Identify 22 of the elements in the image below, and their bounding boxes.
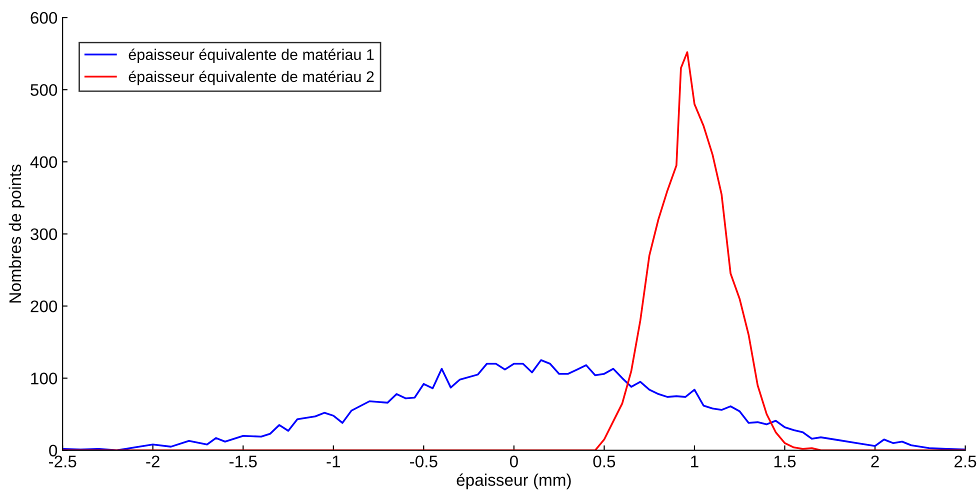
x-tick-label: 1 [691,456,698,468]
y-tick-label: 100 [31,372,58,384]
x-tick-label: -2 [146,456,160,468]
x-tick-label: -2.5 [48,456,76,468]
x-tick-label: -0.5 [410,456,438,468]
x-tick-label: 2 [871,456,879,468]
y-tick-label: 400 [30,156,58,168]
y-tick-label: 0 [49,444,58,456]
x-tick-label: 1.5 [774,456,796,468]
y-tick-label: 500 [30,84,58,96]
x-axis-title: épaisseur (mm) [456,473,571,490]
x-tick-label: 0.5 [593,456,616,468]
y-tick-label: 300 [30,228,58,240]
legend-label: épaisseur équivalente de matériau 1 [128,48,374,64]
x-tick-label: -1 [326,456,340,468]
y-axis-title: Nombres de points [8,164,24,302]
x-tick-label: 2.5 [954,456,976,468]
y-tick-label: 200 [30,300,58,312]
x-tick-label: 0 [510,456,518,468]
y-tick-label: 600 [30,12,58,24]
legend-label: épaisseur équivalente de matériau 2 [128,70,374,86]
x-tick-label: -1.5 [230,456,257,468]
